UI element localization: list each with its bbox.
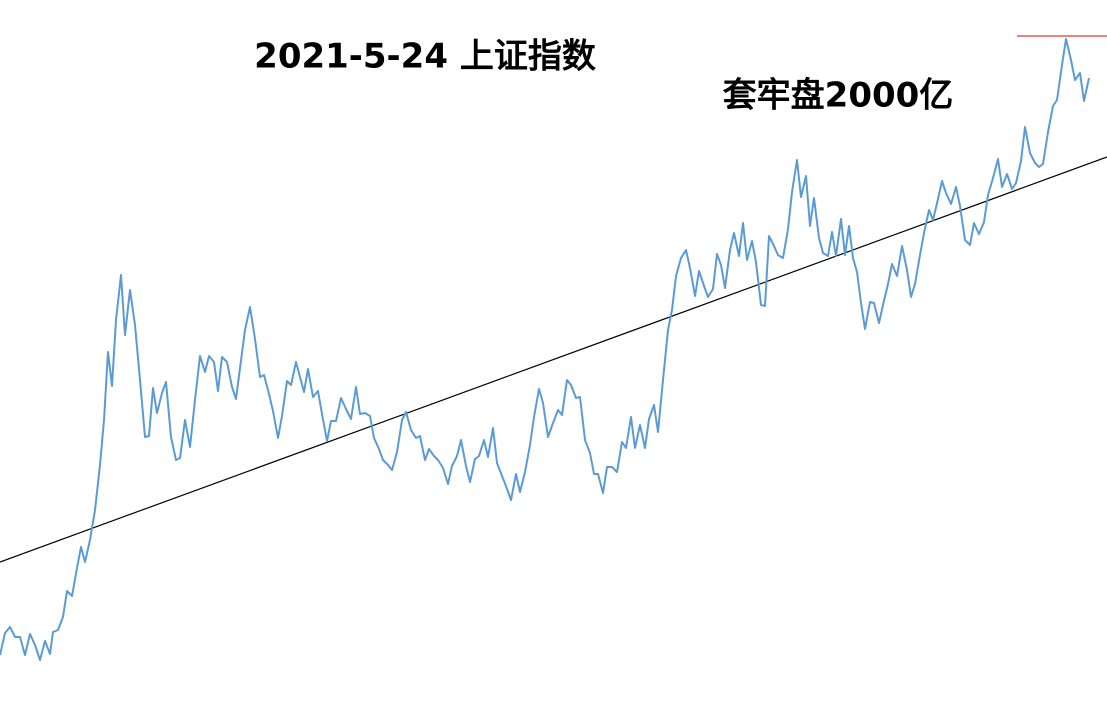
price-line — [0, 38, 1090, 661]
reference-line — [0, 156, 1107, 563]
annotation: 套牢盘2000亿 — [723, 76, 954, 116]
chart-title: 2021-5-24 上证指数 — [254, 37, 596, 77]
